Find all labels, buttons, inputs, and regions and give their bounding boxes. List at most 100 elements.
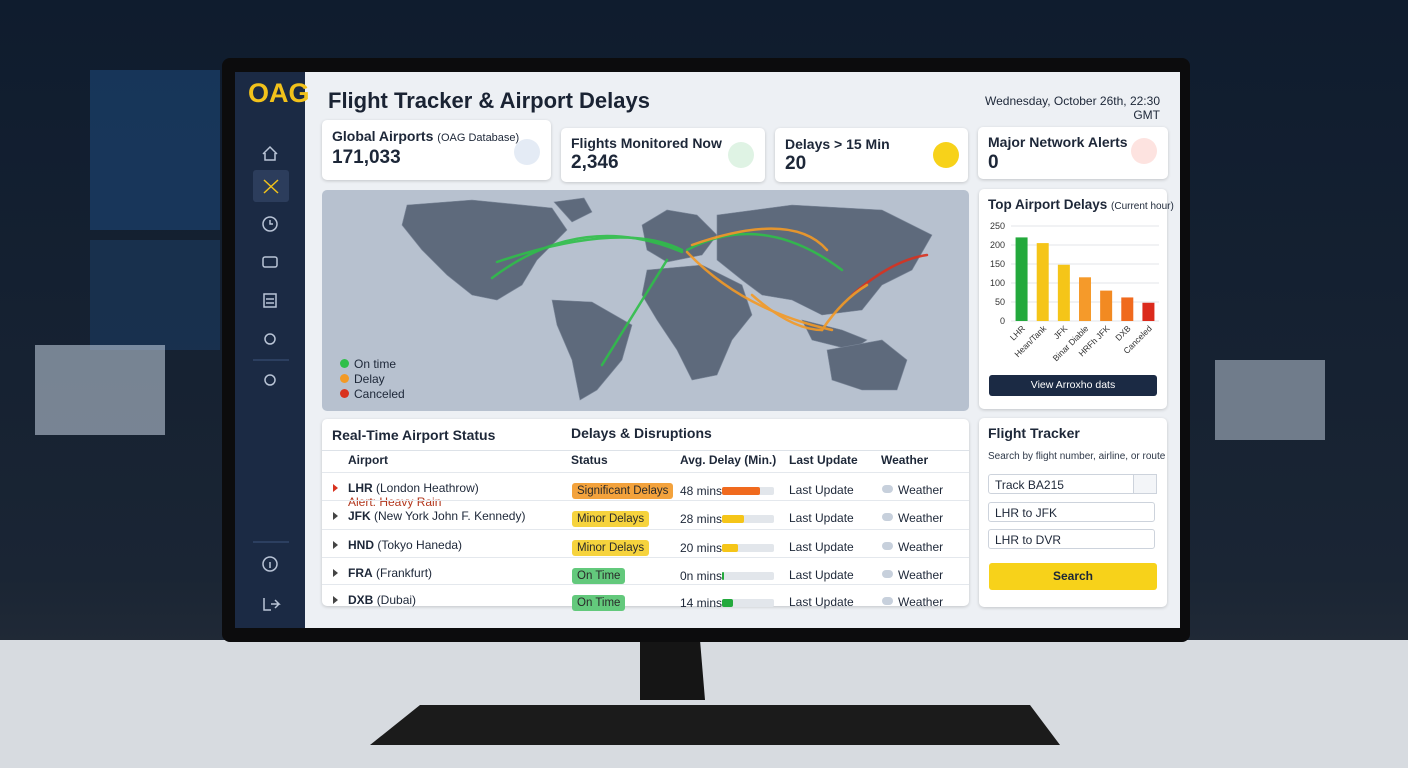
search-button[interactable]: Search (989, 563, 1157, 590)
stat-value: 0 (988, 152, 999, 173)
stat-label-text: Global Airports (332, 128, 434, 144)
row-toggle[interactable] (333, 569, 338, 577)
bar (1142, 302, 1155, 321)
stat-label: Delays > 15 Min (785, 136, 890, 152)
airport-code: JFK (348, 509, 371, 523)
row-toggle[interactable] (333, 512, 338, 520)
delay-label: 48 mins (680, 484, 723, 498)
route-arc (490, 234, 684, 280)
weather-icon (882, 485, 893, 493)
divider (322, 450, 969, 451)
chart-heading: Top Airport Delays (Current hour) (988, 197, 1174, 212)
y-tick-label: 200 (990, 240, 1005, 250)
row-divider (322, 557, 969, 558)
last-update: Last Update (789, 595, 854, 609)
bar (1079, 277, 1091, 321)
settings-icon[interactable] (264, 333, 276, 345)
weather-icon (882, 597, 893, 605)
y-tick-label: 150 (990, 259, 1005, 269)
chart-title: Top Airport Delays (988, 197, 1108, 212)
bar (1057, 264, 1070, 321)
status-badge: Minor Delays (572, 540, 650, 556)
airport-code: HND (348, 538, 374, 552)
column-header: Airport (348, 453, 388, 467)
plane-icon (728, 142, 754, 168)
users-icon[interactable] (264, 374, 276, 386)
weather: Weather (898, 595, 944, 609)
delay-bar (722, 599, 734, 607)
weather: Weather (898, 483, 944, 497)
group-icon[interactable] (262, 256, 278, 268)
delay-bar (722, 515, 745, 523)
delay-track (722, 599, 774, 607)
route-arc (820, 283, 869, 332)
table-title: Real-Time Airport Status (332, 427, 496, 443)
route-input[interactable]: LHR to DVR (988, 529, 1155, 549)
row-divider (322, 472, 969, 473)
legend-label: Canceled (354, 387, 405, 401)
row-divider (322, 529, 969, 530)
airport-name: (Tokyo Haneda) (377, 538, 463, 552)
x-tick-label: JFK (1052, 323, 1070, 341)
airport-cell: HND (Tokyo Haneda) (348, 538, 462, 552)
delay-label: 14 mins (680, 596, 723, 610)
status-badge: Significant Delays (572, 483, 674, 499)
row-toggle[interactable] (333, 596, 338, 604)
airport-code: DXB (348, 593, 374, 607)
delay-track (722, 515, 774, 523)
tracker-hint: Search by flight number, airline, or rou… (988, 451, 1166, 462)
column-header: Status (571, 453, 608, 467)
last-update: Last Update (789, 540, 854, 554)
y-tick-label: 100 (990, 278, 1005, 288)
map (322, 190, 969, 411)
row-divider (322, 584, 969, 585)
logo: OAG (248, 78, 310, 108)
flights-icon[interactable] (263, 179, 279, 194)
stat-card (322, 120, 551, 180)
delay-bar (722, 487, 761, 495)
bar (1121, 297, 1134, 321)
legend-label: On time (354, 357, 397, 371)
datetime: Wednesday, October 26th, 22:30 GMT (984, 94, 1160, 122)
y-tick-label: 50 (995, 297, 1005, 307)
home-icon[interactable] (262, 145, 278, 161)
bar (1036, 243, 1049, 321)
route-input[interactable]: LHR to JFK (988, 502, 1155, 522)
last-update: Last Update (789, 568, 854, 582)
stat-value: 20 (785, 153, 807, 174)
tracker-title: Flight Tracker (988, 425, 1080, 441)
airport-code: FRA (348, 566, 373, 580)
search-icon[interactable] (1133, 474, 1157, 494)
delay-label: 28 mins (680, 512, 723, 526)
weather: Weather (898, 540, 944, 554)
logout-icon[interactable] (263, 598, 281, 611)
status-badge: Minor Delays (572, 511, 650, 527)
clock-icon[interactable] (262, 216, 278, 232)
column-header: Weather (881, 453, 929, 467)
legend-label: Delay (354, 372, 385, 386)
view-data-button[interactable]: View Arroxho dats (989, 375, 1157, 396)
route-arc (750, 293, 824, 332)
delay-bar (722, 544, 738, 552)
search-input[interactable]: Track BA215 (988, 474, 1155, 494)
stat-value: 171,033 (332, 147, 401, 168)
row-toggle[interactable] (333, 541, 338, 549)
row-toggle[interactable] (333, 484, 338, 492)
last-update: Last Update (789, 511, 854, 525)
bar (1015, 237, 1028, 321)
sidebar-icons (253, 145, 289, 611)
alert-icon (1131, 138, 1157, 164)
status-badge: On Time (572, 568, 626, 584)
weather-icon (882, 513, 893, 521)
globe-icon (514, 139, 540, 165)
route-arc (685, 250, 834, 332)
weather: Weather (898, 568, 944, 582)
info-icon[interactable] (262, 556, 278, 572)
y-tick-label: 250 (990, 221, 1005, 231)
airport-name: (New York John F. Kennedy) (374, 509, 526, 523)
weather-icon (882, 570, 893, 578)
weather: Weather (898, 511, 944, 525)
doc-icon[interactable] (263, 293, 277, 308)
